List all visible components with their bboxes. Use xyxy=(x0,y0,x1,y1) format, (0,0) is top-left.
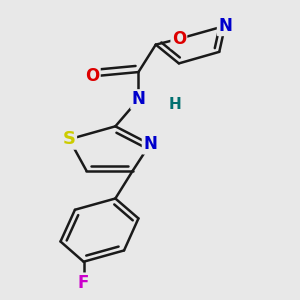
Text: N: N xyxy=(218,17,232,35)
Text: H: H xyxy=(168,97,181,112)
Text: N: N xyxy=(143,135,157,153)
Text: O: O xyxy=(172,30,186,48)
Text: O: O xyxy=(85,68,99,85)
Text: F: F xyxy=(78,274,89,292)
Text: S: S xyxy=(63,130,76,148)
Text: N: N xyxy=(131,91,146,109)
